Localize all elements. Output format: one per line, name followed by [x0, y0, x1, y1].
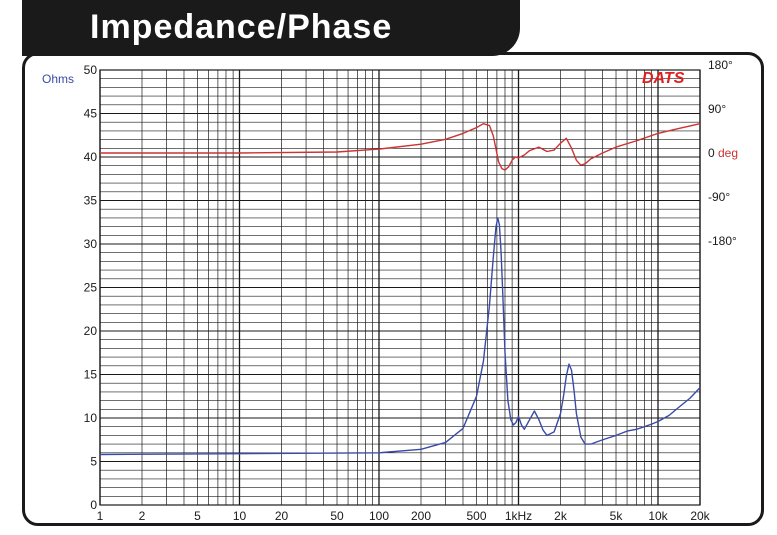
y-axis-label: Ohms — [42, 72, 74, 86]
y-tick-label: 10 — [84, 411, 98, 425]
chart-grid — [99, 69, 701, 506]
x-tick-label: 5k — [610, 509, 624, 523]
title-banner: Impedance/Phase — [22, 0, 520, 56]
page-title: Impedance/Phase — [90, 8, 393, 46]
phase-curve — [100, 122, 701, 171]
y2-axis-label: deg — [718, 146, 738, 160]
y2-tick-label: -90° — [708, 190, 730, 204]
x-tick-label: 5 — [194, 509, 201, 523]
y2-tick-label: 180° — [708, 58, 733, 72]
y2-axis-ticks: 180° 90° 0 -90° -180° deg — [708, 58, 738, 248]
x-tick-label: 10k — [648, 509, 668, 523]
y-tick-label: 35 — [84, 194, 98, 208]
y-tick-label: 20 — [84, 324, 98, 338]
y2-tick-label: 0 — [708, 146, 715, 160]
y-tick-label: 40 — [84, 150, 98, 164]
y-tick-label: 30 — [84, 237, 98, 251]
x-tick-label: 1kHz — [505, 509, 532, 523]
y-tick-label: 45 — [84, 107, 98, 121]
x-axis-ticks: 1 2 5 10 20 50 100 200 500 1kHz 2k 5k 10k 20k — [97, 509, 711, 523]
x-tick-label: 50 — [330, 509, 344, 523]
y-tick-label: 15 — [84, 368, 98, 382]
impedance-curve — [99, 217, 701, 456]
x-tick-label: 20 — [275, 509, 289, 523]
plot-border — [99, 69, 701, 506]
x-tick-label: 1 — [97, 509, 104, 523]
x-tick-label: 100 — [369, 509, 389, 523]
y2-tick-label: -180° — [708, 234, 737, 248]
y-tick-label: 50 — [84, 63, 98, 77]
y-tick-label: 5 — [90, 455, 97, 469]
y-tick-label: 0 — [90, 498, 97, 512]
chart-series — [99, 122, 701, 456]
y-tick-label: 25 — [84, 281, 98, 295]
x-tick-label: 20k — [690, 509, 710, 523]
x-tick-label: 500 — [466, 509, 486, 523]
x-tick-label: 2k — [554, 509, 568, 523]
x-tick-label: 2 — [139, 509, 146, 523]
y-axis-ticks: 0 5 10 15 20 25 30 35 40 45 50 — [84, 63, 98, 512]
x-tick-label: 200 — [411, 509, 431, 523]
dats-logo: DATS — [642, 70, 685, 87]
y2-tick-label: 90° — [708, 102, 726, 116]
x-tick-label: 10 — [233, 509, 247, 523]
